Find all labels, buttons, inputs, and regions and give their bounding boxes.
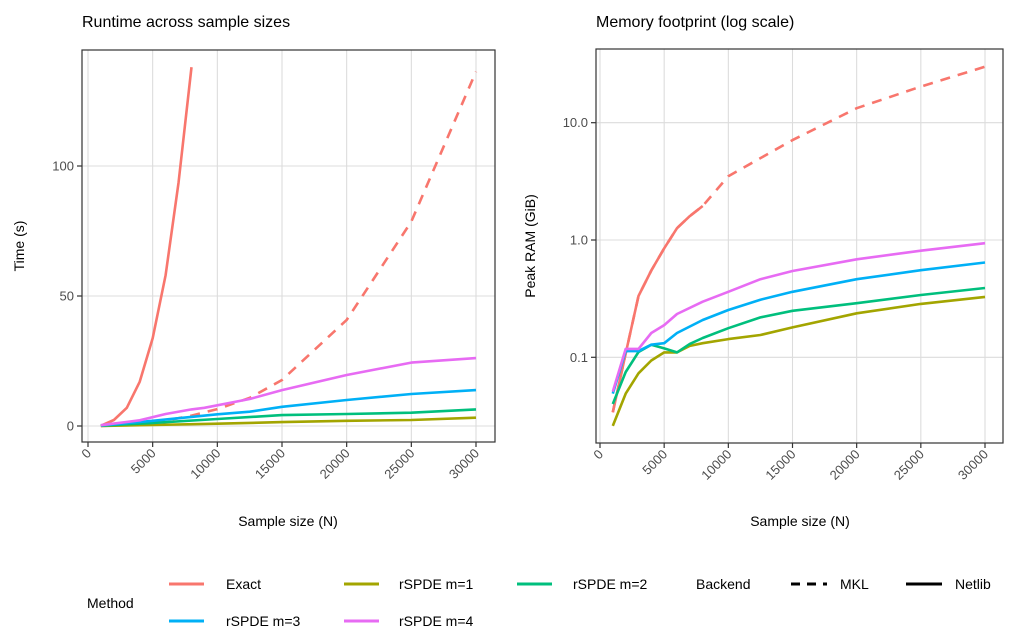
memory-grid <box>596 49 1003 443</box>
runtime-x-tick-label: 30000 <box>446 446 482 482</box>
memory-y-axis-title: Peak RAM (GiB) <box>522 194 538 297</box>
runtime-x-tick-label: 25000 <box>381 446 417 482</box>
runtime-line-exact-mkl <box>100 71 478 428</box>
memory-title: Memory footprint (log scale) <box>596 14 794 31</box>
legend-label-rspde-m-1: rSPDE m=1 <box>399 576 474 592</box>
runtime-panel-border <box>81 49 496 443</box>
memory-x-tick-label: 5000 <box>639 447 670 478</box>
runtime-x-tick-label: 5000 <box>128 446 159 477</box>
memory-x-tick-label: 10000 <box>698 447 734 483</box>
runtime-x-tick-label: 10000 <box>187 446 223 482</box>
runtime-y-axis-title: Time (s) <box>11 221 27 272</box>
memory-y-tick-label: 0.1 <box>570 350 588 365</box>
memory-line-rspde-m-3-netlib <box>611 261 986 394</box>
memory-ticks: 0 5000 10000 15000 20000 25000 30000 0.1 1.0 10.0 <box>563 115 991 482</box>
runtime-x-axis-title: Sample size (N) <box>238 513 338 529</box>
runtime-grid <box>82 50 495 442</box>
memory-panel: Memory footprint (log scale) 0 5000 10000 1… <box>522 14 1004 529</box>
runtime-panel: Runtime across sample sizes 0 5000 10000 15… <box>11 14 496 529</box>
legend-label-mkl: MKL <box>840 576 869 592</box>
memory-x-tick-label: 20000 <box>827 447 863 483</box>
memory-y-tick-label: 10.0 <box>563 115 588 130</box>
memory-line-rspde-m-1-netlib <box>611 295 986 427</box>
legend-label-rspde-m-3: rSPDE m=3 <box>226 613 301 629</box>
legend: Method Exact rSPDE m=1 rSPDE m=2 rSPDE m=3 r… <box>87 576 991 629</box>
legend-label-exact: Exact <box>226 576 261 592</box>
runtime-line-rspde-m-3-netlib <box>100 388 477 427</box>
runtime-x-tick-label: 0 <box>78 446 94 462</box>
runtime-ticks: 0 5000 10000 15000 20000 25000 30000 0 50 100 <box>52 159 482 482</box>
runtime-y-tick-label: 50 <box>60 289 74 304</box>
memory-panel-border <box>595 48 1004 444</box>
legend-method-title: Method <box>87 595 134 611</box>
legend-label-netlib: Netlib <box>955 576 991 592</box>
runtime-y-tick-label: 100 <box>52 159 74 174</box>
memory-x-tick-label: 15000 <box>762 447 798 483</box>
memory-x-tick-label: 25000 <box>891 447 927 483</box>
memory-x-tick-label: 30000 <box>955 447 991 483</box>
legend-label-rspde-m-4: rSPDE m=4 <box>399 613 474 629</box>
memory-line-exact-netlib <box>611 204 704 413</box>
memory-y-tick-label: 1.0 <box>570 233 588 248</box>
runtime-y-tick-label: 0 <box>67 419 74 434</box>
runtime-series <box>100 67 478 428</box>
runtime-title: Runtime across sample sizes <box>82 14 290 31</box>
memory-line-rspde-m-4-netlib <box>611 241 986 392</box>
memory-series <box>611 65 986 427</box>
memory-x-tick-label: 0 <box>590 447 606 463</box>
legend-backend-title: Backend <box>696 576 750 592</box>
runtime-x-tick-label: 20000 <box>317 446 353 482</box>
legend-label-rspde-m-2: rSPDE m=2 <box>573 576 648 592</box>
memory-line-rspde-m-2-netlib <box>611 286 986 405</box>
runtime-line-exact-netlib <box>100 67 193 427</box>
runtime-line-rspde-m-1-netlib <box>100 416 477 428</box>
memory-x-axis-title: Sample size (N) <box>750 513 850 529</box>
memory-line-exact-mkl <box>611 65 986 413</box>
runtime-line-rspde-m-2-netlib <box>100 408 477 427</box>
runtime-line-rspde-m-4-netlib <box>100 356 477 427</box>
runtime-x-tick-label: 15000 <box>252 446 288 482</box>
